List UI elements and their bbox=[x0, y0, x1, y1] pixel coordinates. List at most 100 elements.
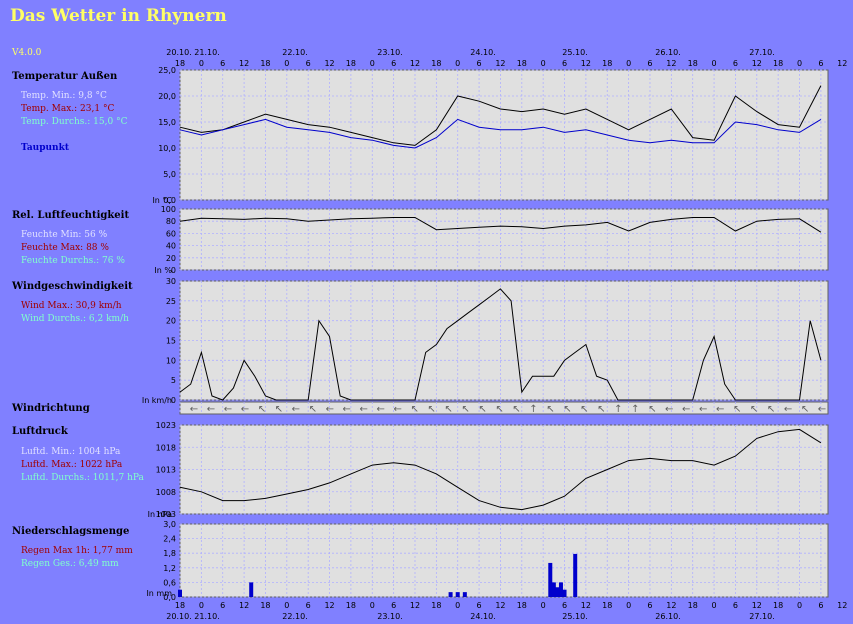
date-label-top: 24.10. bbox=[470, 48, 495, 57]
temperature-y-tick: 15,0 bbox=[158, 118, 176, 127]
wind-direction-arrow: ↖ bbox=[648, 404, 656, 415]
wind-y-tick: 30 bbox=[166, 277, 176, 286]
pressure-unit-label: In hPa bbox=[148, 510, 173, 519]
dewpoint-legend: Taupunkt bbox=[21, 143, 69, 153]
wind-direction-arrow: ↖ bbox=[733, 404, 741, 415]
hour-tick-top: 0 bbox=[712, 59, 717, 68]
rain-bar bbox=[462, 592, 467, 597]
hour-tick-bottom: 6 bbox=[391, 601, 396, 610]
temperature-y-tick: 10,0 bbox=[158, 144, 176, 153]
hour-tick-bottom: 12 bbox=[581, 601, 591, 610]
hour-tick-top: 0 bbox=[370, 59, 375, 68]
pressure-series-0 bbox=[179, 428, 822, 511]
wind-direction-arrow: ↖ bbox=[750, 404, 758, 415]
hour-tick-top: 12 bbox=[752, 59, 762, 68]
wind-direction-arrow: ↖ bbox=[767, 404, 775, 415]
wind-direction-arrow: ← bbox=[207, 404, 215, 415]
wind-direction-arrow: ↖ bbox=[512, 404, 520, 415]
pressure-min-legend: Luftd. Min.: 1004 hPa bbox=[21, 447, 121, 457]
hour-tick-top: 18 bbox=[346, 59, 356, 68]
rain-bar bbox=[551, 582, 556, 597]
hour-tick-bottom: 18 bbox=[688, 601, 698, 610]
wind-direction-arrow: ↖ bbox=[563, 404, 571, 415]
hour-tick-bottom: 18 bbox=[260, 601, 270, 610]
rain-bar bbox=[548, 562, 553, 597]
wind-direction-arrow: ↑ bbox=[529, 404, 537, 415]
wind-direction-arrow: ↖ bbox=[597, 404, 605, 415]
hour-tick-bottom: 6 bbox=[647, 601, 652, 610]
date-label-top: 20.10. 21.10. bbox=[166, 48, 219, 57]
date-label-bottom: 27.10. bbox=[749, 612, 774, 621]
humidity-y-tick: 80 bbox=[166, 217, 176, 226]
rain-bar bbox=[448, 592, 453, 597]
hour-tick-bottom: 18 bbox=[431, 601, 441, 610]
rain-y-tick: 1,8 bbox=[163, 549, 176, 558]
humidity-y-tick: 20 bbox=[166, 254, 176, 263]
hour-tick-bottom: 6 bbox=[562, 601, 567, 610]
hour-tick-top: 0 bbox=[199, 59, 204, 68]
hour-tick-top: 6 bbox=[818, 59, 823, 68]
hour-tick-top: 12 bbox=[581, 59, 591, 68]
hour-tick-top: 6 bbox=[220, 59, 225, 68]
hour-tick-bottom: 12 bbox=[410, 601, 420, 610]
wind-direction-arrow: ← bbox=[343, 404, 351, 415]
date-label-bottom: 20.10. 21.10. bbox=[166, 612, 219, 621]
hour-tick-top: 0 bbox=[626, 59, 631, 68]
temperature-plot-area bbox=[179, 69, 829, 201]
wind-direction-arrow: ← bbox=[818, 404, 826, 415]
pressure-max-legend: Luftd. Max.: 1022 hPa bbox=[21, 460, 123, 470]
wind-direction-arrow: ↖ bbox=[309, 404, 317, 415]
wind-y-tick: 5 bbox=[171, 376, 176, 385]
temperature-title: Temperatur Außen bbox=[12, 71, 118, 82]
temperature-y-tick: 25,0 bbox=[158, 66, 176, 75]
hour-tick-bottom: 6 bbox=[306, 601, 311, 610]
humidity-min-legend: Feuchte Min: 56 % bbox=[21, 230, 108, 240]
humidity-title: Rel. Luftfeuchtigkeit bbox=[12, 210, 130, 221]
wind-direction-arrow: ↖ bbox=[427, 404, 435, 415]
hour-tick-bottom: 6 bbox=[220, 601, 225, 610]
wind-direction-arrow: ← bbox=[326, 404, 334, 415]
humidity-max-legend: Feuchte Max: 88 % bbox=[21, 243, 109, 253]
wind-avg-legend: Wind Durchs.: 6,2 km/h bbox=[21, 314, 129, 324]
wind-direction-arrow: ← bbox=[699, 404, 707, 415]
hour-tick-bottom: 12 bbox=[495, 601, 505, 610]
page-title: Das Wetter in Rhynern bbox=[10, 6, 227, 26]
temperature-series-0 bbox=[179, 85, 822, 146]
rain-plot-area bbox=[179, 523, 829, 598]
rain-bar bbox=[455, 592, 460, 597]
rain-title: Niederschlagsmenge bbox=[12, 526, 130, 537]
wind-direction-arrow: ← bbox=[377, 404, 385, 415]
wind-y-tick: 25 bbox=[166, 297, 176, 306]
date-label-top: 25.10. bbox=[562, 48, 587, 57]
hour-tick-top: 0 bbox=[541, 59, 546, 68]
wind-direction-arrow: ↖ bbox=[275, 404, 283, 415]
wind-direction-arrow: ← bbox=[784, 404, 792, 415]
pressure-y-tick: 1003 bbox=[156, 510, 176, 519]
rain-unit-label: In mm bbox=[146, 589, 172, 598]
wind-direction-arrow: ↖ bbox=[444, 404, 452, 415]
rain-bar bbox=[573, 553, 578, 597]
rain-bar bbox=[249, 582, 254, 597]
date-label-top: 26.10. bbox=[655, 48, 680, 57]
date-label-bottom: 26.10. bbox=[655, 612, 680, 621]
pressure-y-tick: 1018 bbox=[156, 443, 176, 452]
humidity-unit-label: In % bbox=[154, 266, 172, 275]
hour-tick-bottom: 12 bbox=[666, 601, 676, 610]
rain-bar bbox=[178, 589, 182, 597]
hour-tick-bottom: 12 bbox=[837, 601, 847, 610]
humidity-y-tick: 100 bbox=[161, 205, 176, 214]
wind-y-tick: 15 bbox=[166, 337, 176, 346]
hour-tick-bottom: 18 bbox=[602, 601, 612, 610]
rain-y-tick: 2,4 bbox=[163, 535, 176, 544]
humidity-series-0 bbox=[179, 217, 822, 233]
rain-y-tick: 0,0 bbox=[163, 593, 176, 602]
hour-tick-top: 18 bbox=[688, 59, 698, 68]
hour-tick-bottom: 12 bbox=[324, 601, 334, 610]
hour-tick-bottom: 6 bbox=[818, 601, 823, 610]
humidity-y-tick: 60 bbox=[166, 229, 176, 238]
date-label-bottom: 25.10. bbox=[562, 612, 587, 621]
hour-tick-bottom: 6 bbox=[477, 601, 482, 610]
hour-tick-bottom: 18 bbox=[517, 601, 527, 610]
wind-direction-arrow: ← bbox=[393, 404, 401, 415]
